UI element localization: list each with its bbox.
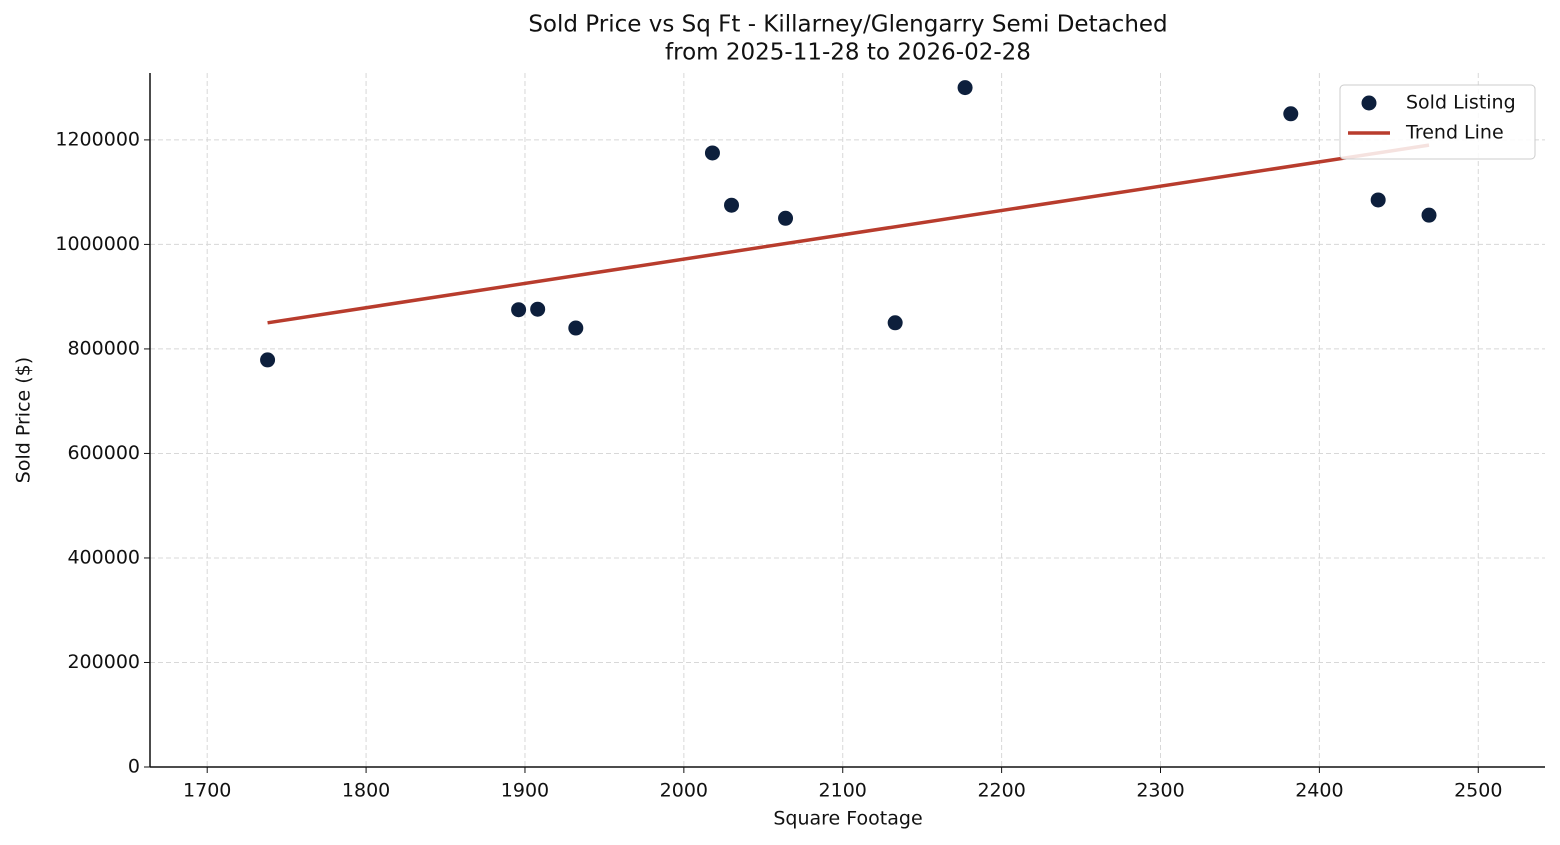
point [1421, 207, 1437, 223]
point [704, 145, 720, 161]
point [778, 210, 794, 226]
y-axis-label: Sold Price ($) [13, 357, 35, 483]
legend-marker [1361, 95, 1377, 111]
x-tick-label: 2500 [1454, 780, 1502, 802]
point [887, 315, 903, 331]
x-tick-label: 2000 [660, 780, 708, 802]
point [724, 197, 740, 213]
y-tick-label: 400000 [67, 546, 140, 568]
point [260, 352, 276, 368]
y-tick-label: 1200000 [55, 128, 140, 150]
y-tick-label: 200000 [67, 651, 140, 673]
point [511, 302, 527, 318]
point [530, 301, 546, 317]
point [1283, 106, 1299, 122]
legend-label: Sold Listing [1406, 92, 1516, 114]
x-tick-label: 2200 [977, 780, 1025, 802]
trend-line [267, 143, 1430, 325]
x-tick-label: 2100 [819, 780, 867, 802]
point [1370, 192, 1386, 208]
point [568, 320, 584, 336]
point [957, 80, 973, 96]
x-tick-label: 2300 [1136, 780, 1184, 802]
legend-box [1339, 84, 1536, 160]
chart-subtitle: from 2025-11-28 to 2026-02-28 [665, 40, 1031, 66]
x-tick-label: 1700 [183, 780, 231, 802]
chart-title: Sold Price vs Sq Ft - Killarney/Glengarr… [528, 12, 1167, 38]
x-tick-label: 1900 [501, 780, 549, 802]
y-tick-label: 800000 [67, 337, 140, 359]
legend-label: Trend Line [1405, 122, 1504, 144]
y-tick-label: 600000 [67, 442, 140, 464]
x-tick-label: 2400 [1295, 780, 1343, 802]
y-tick-label: 0 [128, 756, 140, 778]
y-tick-label: 1000000 [55, 233, 140, 255]
x-axis-label: Square Footage [773, 808, 922, 830]
x-tick-label: 1800 [342, 780, 390, 802]
